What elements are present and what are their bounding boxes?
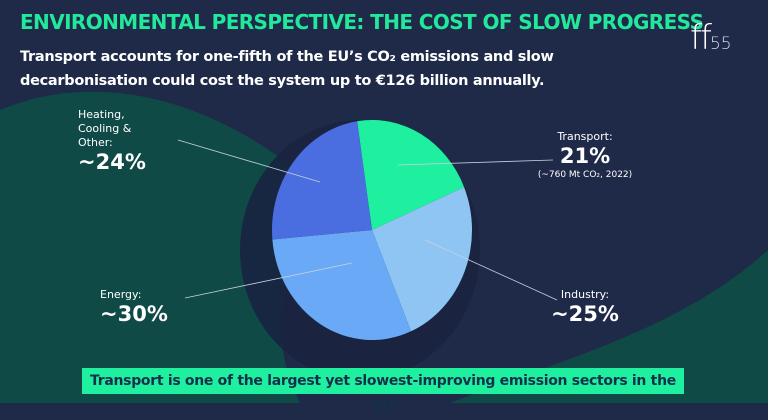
pie-slice-2	[372, 187, 472, 332]
slice-name: Heating, Cooling & Other:	[78, 108, 132, 149]
label-industry: Industry: ~25%	[540, 288, 630, 326]
page-title: ENVIRONMENTAL PERSPECTIVE: THE COST OF S…	[20, 10, 704, 34]
leader-line-transport	[397, 159, 554, 166]
bottom-banner: Transport is one of the largest yet slow…	[82, 368, 684, 415]
label-energy: Energy: ~30%	[100, 288, 180, 326]
green-blob-right	[450, 250, 768, 403]
pie-slice-1	[357, 120, 465, 230]
leader-line-energy	[184, 262, 353, 299]
slice-value: ~25%	[551, 302, 619, 326]
leader-line-industry	[424, 239, 558, 301]
leader-lines	[177, 139, 558, 301]
leader-line-heating	[177, 139, 321, 183]
slice-value: ~30%	[100, 302, 168, 326]
slice-value: ~24%	[78, 150, 146, 174]
slice-name: Industry:	[560, 288, 610, 301]
pie-chart	[177, 120, 558, 340]
pie-slice-3	[272, 230, 411, 340]
slice-name: Energy:	[100, 288, 142, 301]
slice-value: 21%	[559, 144, 611, 168]
subtitle: Transport accounts for one-fifth of the …	[20, 49, 554, 89]
pie-slice-4	[272, 121, 372, 240]
label-transport: Transport: 21% (~760 Mt CO₂, 2022)	[520, 130, 650, 182]
slice-name: Transport:	[557, 130, 613, 143]
slice-note: (~760 Mt CO₂, 2022)	[537, 170, 633, 180]
label-heating: Heating, Cooling & Other: ~24%	[78, 108, 178, 174]
infographic: ENVIRONMENTAL PERSPECTIVE: THE COST OF S…	[0, 10, 768, 415]
ff55-logo: ff55	[690, 18, 732, 58]
green-blob-left	[0, 91, 330, 403]
